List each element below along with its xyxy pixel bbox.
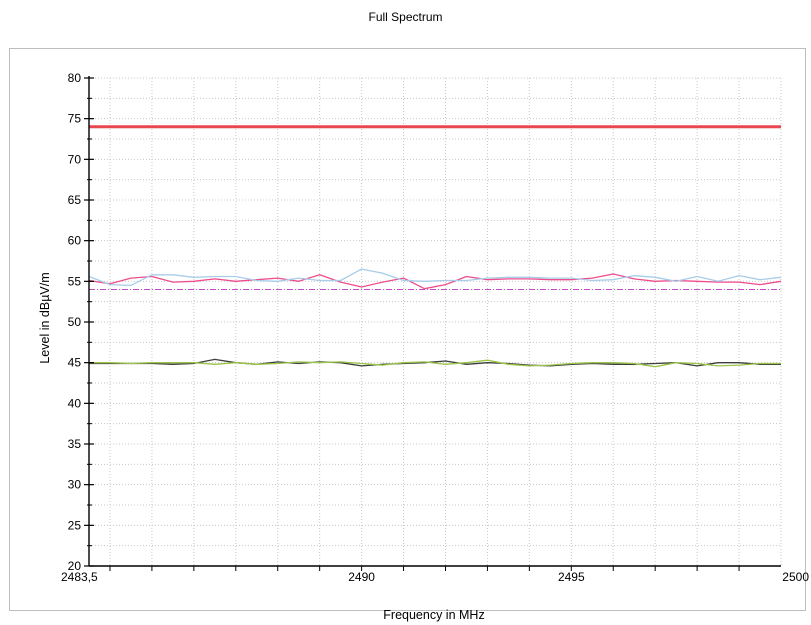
- plot-frame: [9, 48, 806, 611]
- series-line-3: [89, 358, 781, 367]
- y-tick-label: 40: [68, 396, 82, 410]
- y-tick-label: 60: [68, 234, 82, 248]
- series-line-1: [88, 273, 782, 290]
- x-tick-label: 2483,5: [61, 570, 98, 584]
- axes: [88, 76, 781, 567]
- series-line-2: [88, 268, 782, 287]
- y-axis-label: Level in dBµV/m: [38, 272, 52, 363]
- y-tick-label: 70: [68, 152, 82, 166]
- series-lines: [88, 268, 782, 368]
- y-tick-label: 75: [68, 112, 82, 126]
- chart-title: Full Spectrum: [368, 10, 443, 24]
- x-axis-ticks: 2483,5 2490 2495 2500: [61, 566, 809, 584]
- y-tick-label: 30: [68, 478, 82, 492]
- y-tick-label: 45: [68, 356, 82, 370]
- y-tick-label: 50: [68, 315, 82, 329]
- x-axis-label: Frequency in MHz: [383, 608, 484, 622]
- y-tick-label: 20: [68, 559, 82, 573]
- limit-lines: [89, 125, 781, 290]
- series-line-4: [89, 359, 781, 368]
- x-tick-label: 2495: [558, 570, 585, 584]
- y-tick-label: 55: [68, 274, 82, 288]
- y-tick-label: 35: [68, 437, 82, 451]
- x-tick-label: 2500: [782, 570, 809, 584]
- y-axis-ticks: 20 25 30 35 40 45 50 55 60 65 70 75 80: [68, 71, 94, 573]
- y-tick-label: 25: [68, 518, 82, 532]
- y-tick-label: 80: [68, 71, 82, 85]
- grid-lines: [89, 77, 782, 567]
- x-tick-label: 2490: [348, 570, 375, 584]
- y-tick-label: 65: [68, 193, 82, 207]
